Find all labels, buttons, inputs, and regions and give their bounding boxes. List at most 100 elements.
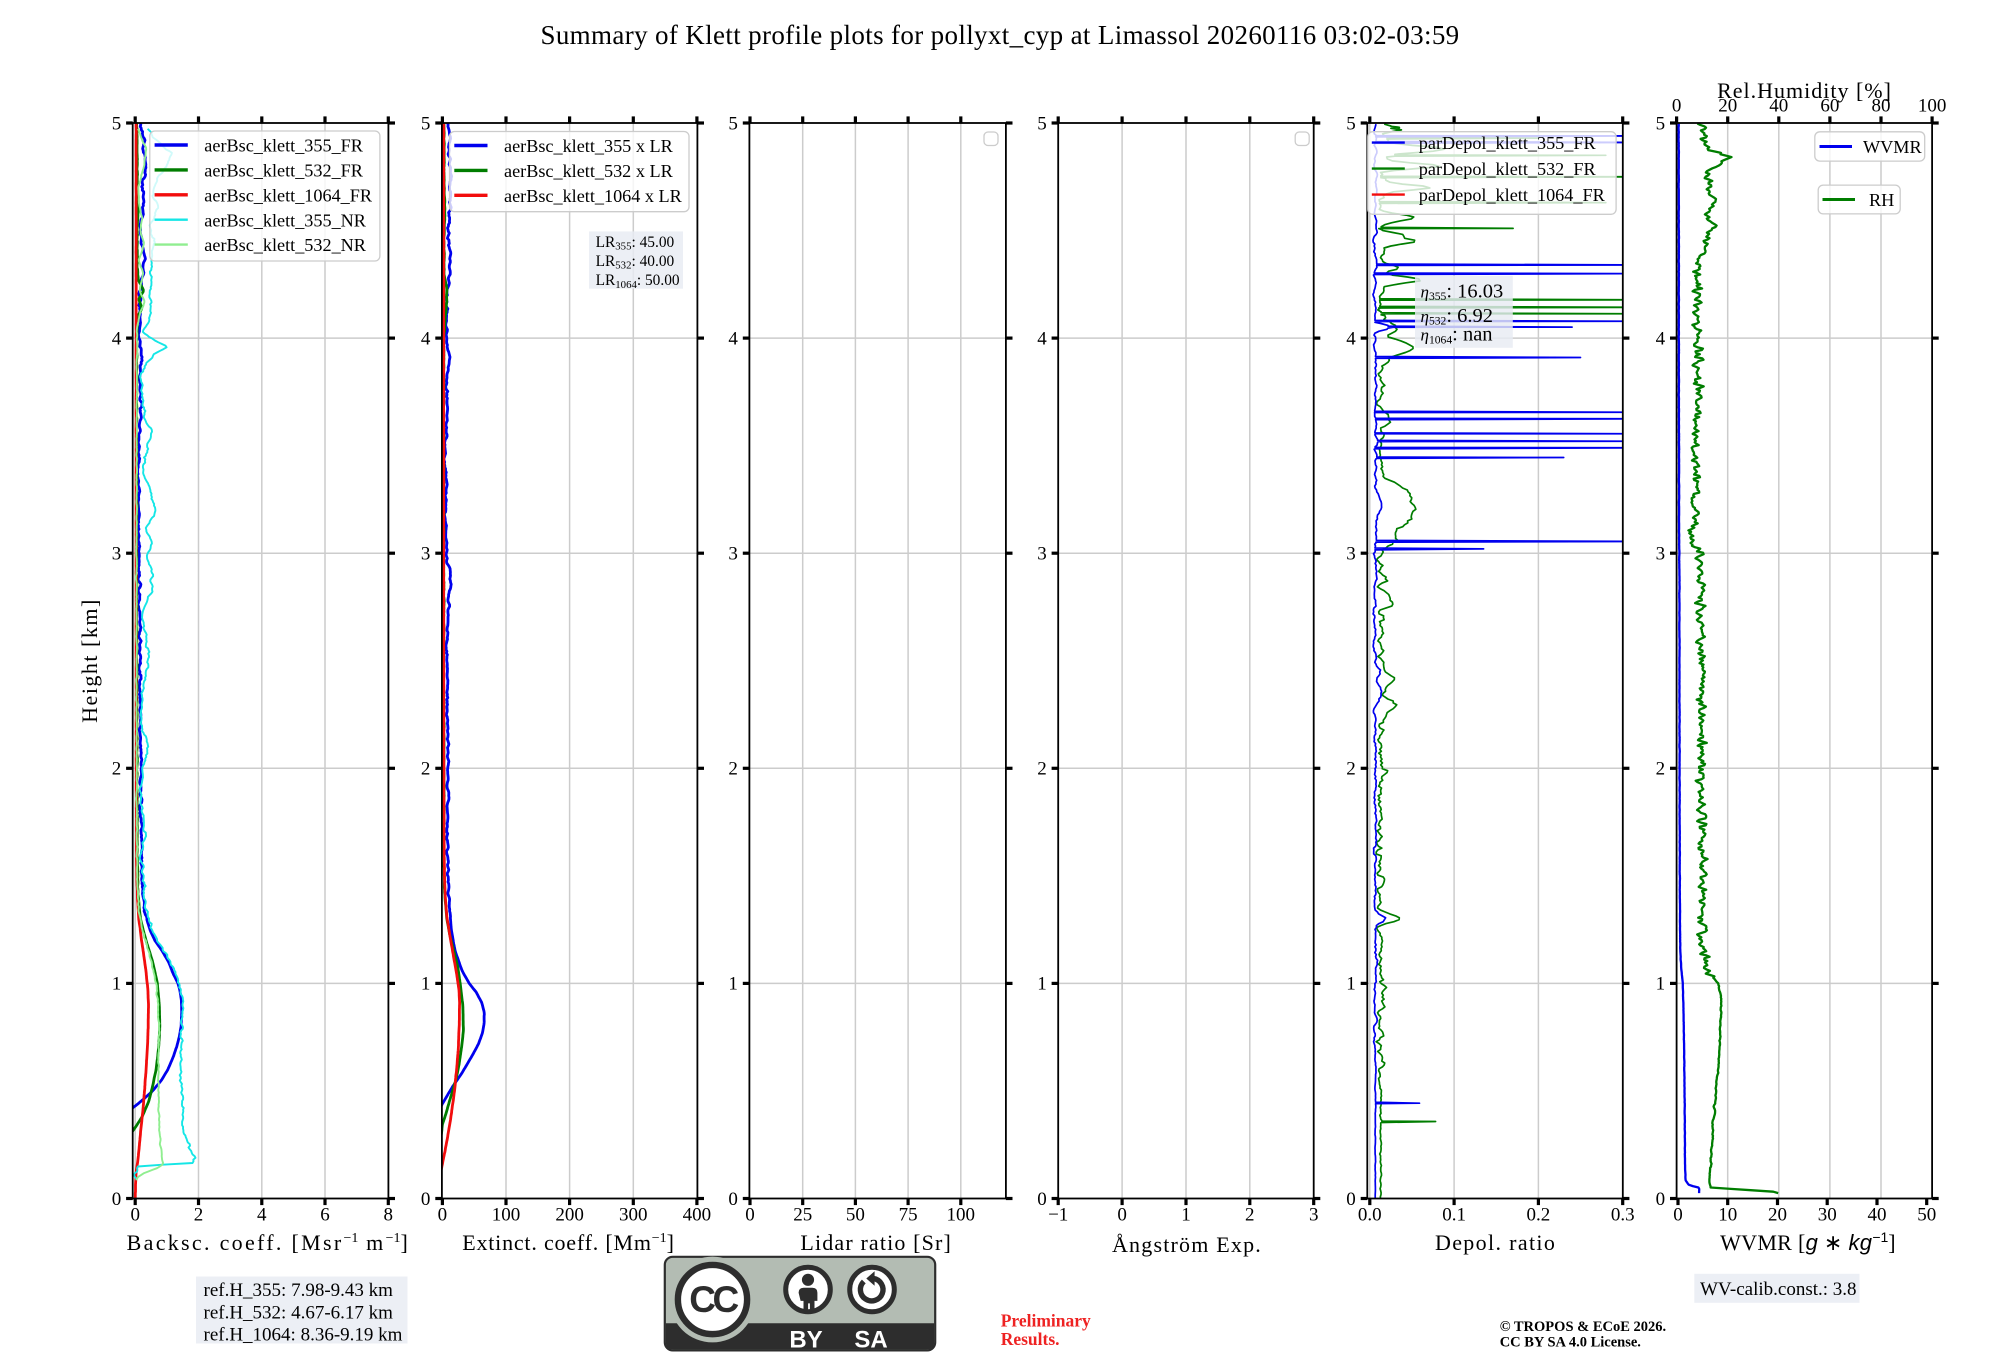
svg-text:Results.: Results. <box>1001 1329 1060 1349</box>
svg-text:LR532: 40.00: LR532: 40.00 <box>596 253 675 272</box>
svg-text:1: 1 <box>728 974 738 995</box>
svg-text:4: 4 <box>421 328 431 349</box>
svg-text:0: 0 <box>130 1205 140 1226</box>
svg-text:WVMR: WVMR <box>1863 137 1922 157</box>
svg-text:30: 30 <box>1818 1205 1837 1226</box>
svg-text:aerBsc_klett_1064_FR: aerBsc_klett_1064_FR <box>204 185 373 205</box>
svg-text:5: 5 <box>1037 113 1047 134</box>
svg-text:2: 2 <box>1346 759 1356 780</box>
svg-text:aerBsc_klett_355_NR: aerBsc_klett_355_NR <box>204 210 367 230</box>
svg-text:100: 100 <box>492 1205 521 1226</box>
svg-text:3: 3 <box>1309 1205 1319 1226</box>
svg-text:SA: SA <box>854 1327 887 1354</box>
svg-text:parDepol_klett_355_FR: parDepol_klett_355_FR <box>1419 133 1597 153</box>
svg-text:η355: 16.03: η355: 16.03 <box>1421 280 1504 303</box>
svg-text:0: 0 <box>1346 1189 1356 1210</box>
svg-text:4: 4 <box>728 328 738 349</box>
svg-text:300: 300 <box>619 1205 648 1226</box>
svg-text:2: 2 <box>1656 759 1666 780</box>
svg-text:0: 0 <box>438 1205 448 1226</box>
svg-text:2: 2 <box>728 759 738 780</box>
svg-text:CC BY SA 4.0 License.: CC BY SA 4.0 License. <box>1500 1335 1641 1351</box>
svg-text:0: 0 <box>112 1189 122 1210</box>
svg-text:3: 3 <box>1656 544 1666 565</box>
svg-text:5: 5 <box>112 113 122 134</box>
svg-text:20: 20 <box>1768 1205 1787 1226</box>
svg-text:3: 3 <box>421 544 431 565</box>
svg-text:2: 2 <box>112 759 122 780</box>
svg-text:5: 5 <box>728 113 738 134</box>
svg-text:2: 2 <box>194 1205 204 1226</box>
svg-text:0: 0 <box>1672 96 1682 117</box>
svg-text:20: 20 <box>1718 96 1737 117</box>
svg-text:Backsc. coeff. [Msr−1 m−1]: Backsc. coeff. [Msr−1 m−1] <box>127 1230 410 1255</box>
svg-text:ref.H_532: 4.67-6.17 km: ref.H_532: 4.67-6.17 km <box>204 1302 394 1323</box>
svg-text:10: 10 <box>1718 1205 1737 1226</box>
svg-text:0: 0 <box>728 1189 738 1210</box>
svg-text:3: 3 <box>112 544 122 565</box>
svg-text:1: 1 <box>1037 974 1047 995</box>
svg-text:0.3: 0.3 <box>1611 1205 1635 1226</box>
svg-text:2: 2 <box>1245 1205 1255 1226</box>
svg-text:parDepol_klett_532_FR: parDepol_klett_532_FR <box>1419 159 1597 179</box>
svg-text:50: 50 <box>846 1205 865 1226</box>
svg-text:5: 5 <box>1656 113 1666 134</box>
svg-text:2: 2 <box>421 759 431 780</box>
svg-text:0: 0 <box>1037 1189 1047 1210</box>
svg-text:© TROPOS & ECoE 2026.: © TROPOS & ECoE 2026. <box>1500 1319 1666 1335</box>
svg-text:BY: BY <box>789 1327 822 1354</box>
svg-text:aerBsc_klett_532_FR: aerBsc_klett_532_FR <box>204 161 363 181</box>
svg-text:0: 0 <box>745 1205 755 1226</box>
svg-text:1: 1 <box>112 974 122 995</box>
svg-text:80: 80 <box>1872 96 1891 117</box>
svg-text:6: 6 <box>320 1205 330 1226</box>
svg-text:−1: −1 <box>1048 1205 1068 1226</box>
svg-text:Ångström Exp.: Ångström Exp. <box>1112 1232 1262 1257</box>
svg-text:Extinct. coeff. [Mm−1]: Extinct. coeff. [Mm−1] <box>462 1230 675 1255</box>
svg-text:4: 4 <box>1346 328 1356 349</box>
svg-text:100: 100 <box>1918 96 1947 117</box>
svg-text:WV-calib.const.: 3.8: WV-calib.const.: 3.8 <box>1700 1279 1857 1300</box>
svg-text:4: 4 <box>1037 328 1047 349</box>
svg-text:aerBsc_klett_1064 x LR: aerBsc_klett_1064 x LR <box>504 186 683 206</box>
svg-text:parDepol_klett_1064_FR: parDepol_klett_1064_FR <box>1419 185 1606 205</box>
svg-text:ref.H_1064: 8.36-9.19 km: ref.H_1064: 8.36-9.19 km <box>204 1325 403 1346</box>
svg-text:2: 2 <box>1037 759 1047 780</box>
svg-text:0: 0 <box>1656 1189 1666 1210</box>
svg-text:0.0: 0.0 <box>1358 1205 1382 1226</box>
svg-text:1: 1 <box>1181 1205 1191 1226</box>
svg-text:0: 0 <box>421 1189 431 1210</box>
svg-text:40: 40 <box>1769 96 1788 117</box>
svg-text:3: 3 <box>1037 544 1047 565</box>
svg-text:40: 40 <box>1868 1205 1887 1226</box>
svg-text:5: 5 <box>421 113 431 134</box>
svg-text:Rel.Humidity [%]: Rel.Humidity [%] <box>1717 78 1892 103</box>
svg-text:CC: CC <box>689 1279 738 1320</box>
svg-text:60: 60 <box>1820 96 1839 117</box>
svg-text:400: 400 <box>683 1205 712 1226</box>
svg-text:0: 0 <box>1117 1205 1127 1226</box>
svg-text:aerBsc_klett_532 x LR: aerBsc_klett_532 x LR <box>504 161 674 181</box>
svg-text:aerBsc_klett_355_FR: aerBsc_klett_355_FR <box>204 136 363 156</box>
svg-text:Summary of Klett profile plots: Summary of Klett profile plots for polly… <box>540 20 1459 50</box>
svg-text:8: 8 <box>384 1205 394 1226</box>
svg-text:aerBsc_klett_532_NR: aerBsc_klett_532_NR <box>204 235 367 255</box>
svg-text:RH: RH <box>1869 190 1894 210</box>
svg-text:Height [km]: Height [km] <box>77 598 102 723</box>
svg-text:0.1: 0.1 <box>1442 1205 1466 1226</box>
svg-text:4: 4 <box>257 1205 267 1226</box>
svg-text:η532: 6.92: η532: 6.92 <box>1421 305 1494 328</box>
svg-text:LR355: 45.00: LR355: 45.00 <box>596 234 675 253</box>
svg-text:100: 100 <box>947 1205 976 1226</box>
svg-text:5: 5 <box>1346 113 1356 134</box>
svg-text:4: 4 <box>112 328 122 349</box>
svg-text:1: 1 <box>1656 974 1666 995</box>
svg-text:ref.H_355: 7.98-9.43 km: ref.H_355: 7.98-9.43 km <box>204 1280 394 1301</box>
svg-text:Preliminary: Preliminary <box>1001 1311 1091 1331</box>
svg-text:0.2: 0.2 <box>1527 1205 1551 1226</box>
svg-text:4: 4 <box>1656 328 1666 349</box>
svg-text:LR1064: 50.00: LR1064: 50.00 <box>596 272 680 291</box>
svg-text:0: 0 <box>1673 1205 1683 1226</box>
svg-text:Depol. ratio: Depol. ratio <box>1435 1230 1556 1255</box>
svg-text:50: 50 <box>1917 1205 1936 1226</box>
